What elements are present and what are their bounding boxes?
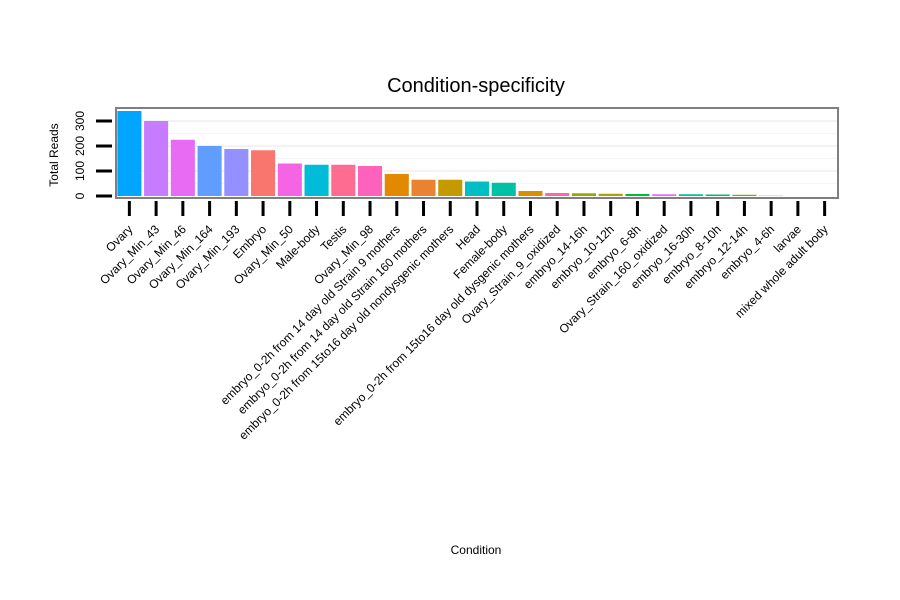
bar-3 — [170, 139, 195, 196]
bar-11 — [384, 174, 409, 196]
bar-7 — [277, 163, 302, 196]
bar-10 — [358, 166, 383, 196]
x-axis-title: Condition — [451, 543, 502, 557]
y-tick-label: 100 — [73, 161, 87, 181]
bar-19 — [598, 193, 623, 196]
plot-border — [115, 107, 839, 199]
bar-21 — [652, 194, 677, 196]
bar-24 — [732, 194, 757, 196]
y-axis-title: Total Reads — [47, 123, 61, 186]
bar-23 — [705, 194, 730, 196]
chart-title: Condition-specificity — [387, 75, 565, 97]
bar-18 — [571, 193, 596, 196]
bar-8 — [304, 164, 329, 196]
bar-15 — [491, 182, 516, 196]
bar-14 — [464, 181, 490, 196]
bar-6 — [251, 150, 276, 196]
bar-16 — [518, 191, 543, 196]
bar-13 — [438, 179, 463, 196]
y-tick-label: 300 — [73, 111, 87, 131]
bar-12 — [411, 179, 436, 196]
plot-area: 0100200300OvaryOvary_Min_43Ovary_Min_46O… — [73, 107, 839, 442]
bar-22 — [678, 194, 703, 196]
bar-4 — [197, 146, 222, 196]
y-tick-label: 0 — [73, 192, 87, 199]
bar-5 — [224, 149, 249, 196]
bar-1 — [117, 111, 142, 196]
bar-9 — [331, 164, 356, 196]
bar-20 — [625, 194, 650, 196]
bar-2 — [144, 121, 169, 196]
bar-17 — [545, 193, 570, 196]
y-tick-label: 200 — [73, 136, 87, 156]
